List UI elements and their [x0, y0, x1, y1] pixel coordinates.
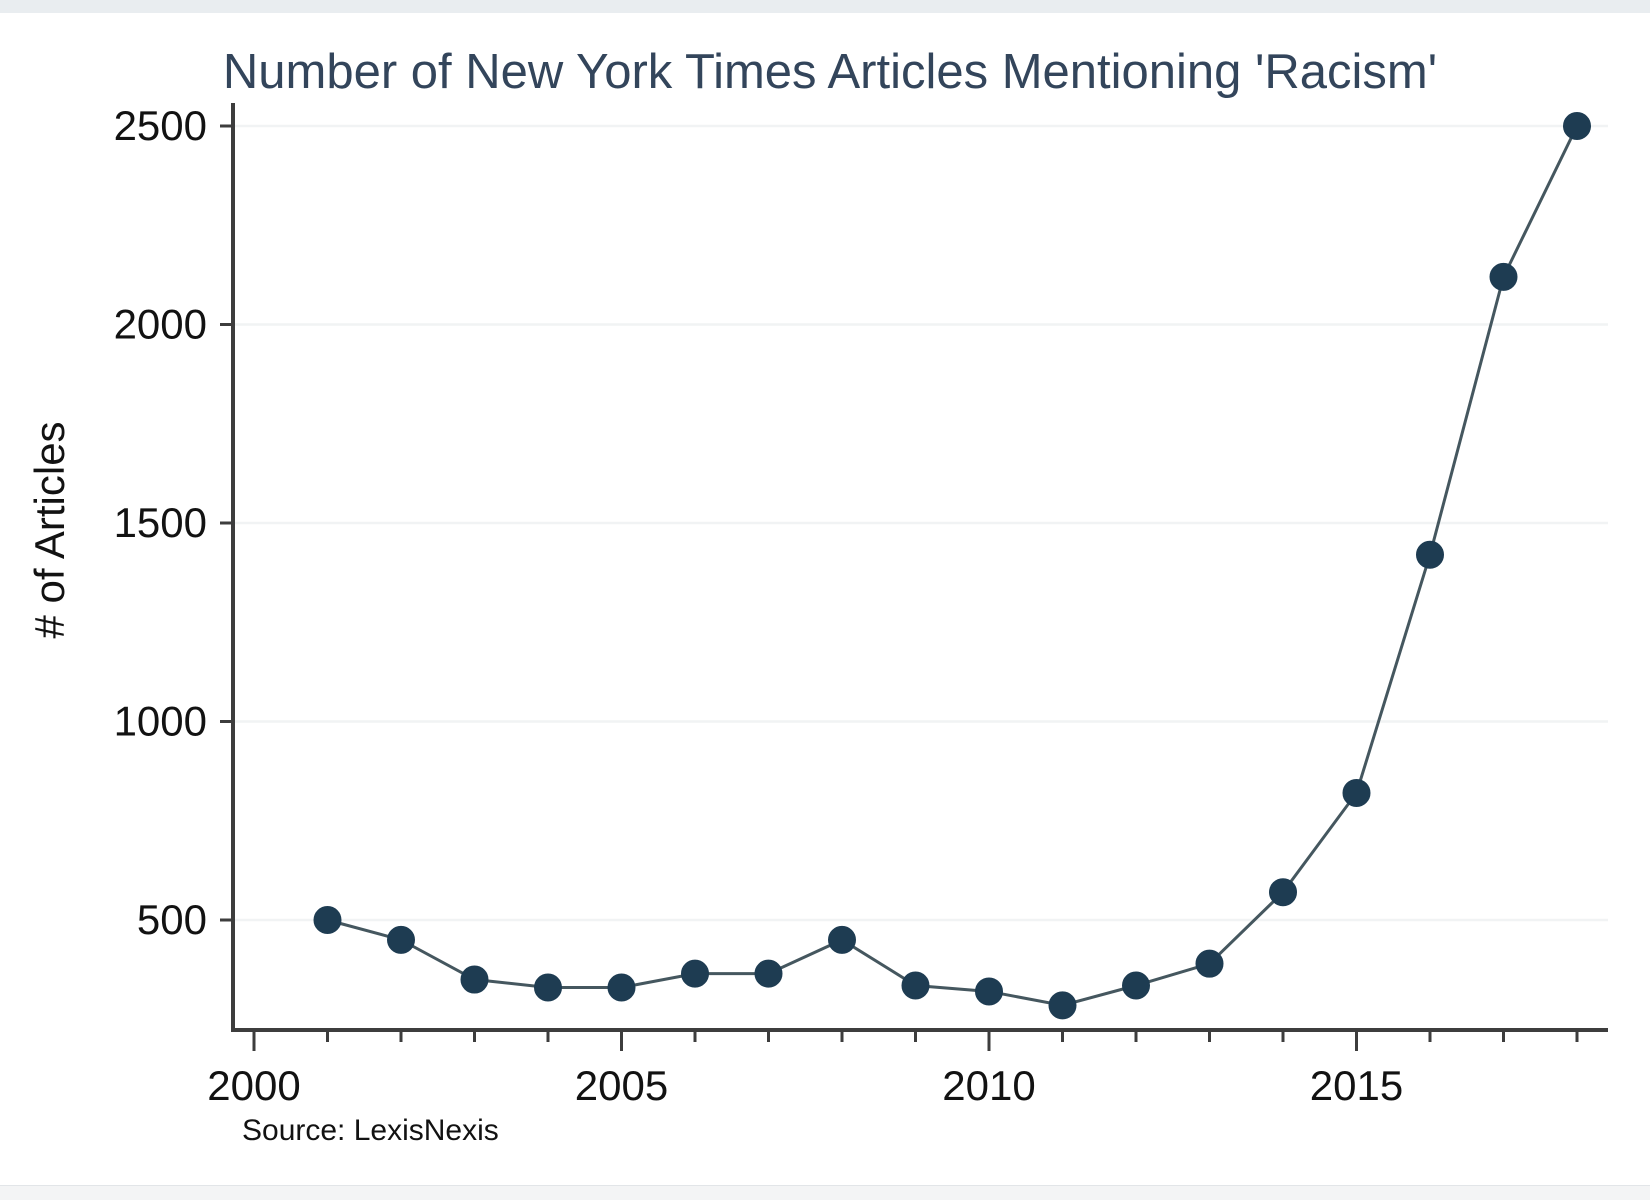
window-bottom-strip [0, 1185, 1650, 1200]
data-point-marker [681, 959, 709, 988]
y-axis-label: # of Articles [26, 421, 73, 638]
y-tick-label: 1000 [114, 698, 207, 745]
data-point-marker [534, 973, 562, 1002]
y-tick-label: 500 [137, 896, 207, 943]
y-tick-label: 2000 [114, 301, 207, 348]
axis-tick-labels: 500 1000 1500 2000 2500 2000 2005 2010 2015 [114, 102, 1404, 1109]
axis-ticks [220, 124, 1579, 1051]
x-tick-label: 2015 [1310, 1062, 1403, 1109]
data-point-marker [828, 925, 856, 954]
data-point-marker [1342, 778, 1371, 807]
window-top-strip [0, 0, 1650, 13]
y-tick-label: 1500 [114, 499, 207, 546]
data-point-marker [313, 906, 342, 934]
data-point-marker [1489, 262, 1518, 291]
data-point-marker [387, 925, 415, 954]
y-tick-label: 2500 [114, 102, 207, 149]
data-point-marker [1122, 971, 1150, 1000]
data-series [313, 112, 1591, 1020]
gridlines [233, 124, 1608, 922]
data-point-marker [607, 973, 636, 1002]
chart-title: Number of New York Times Articles Mentio… [223, 45, 1437, 99]
axes [231, 103, 1608, 1032]
data-point-marker [1563, 112, 1591, 140]
data-point-marker [1269, 878, 1297, 907]
data-point-marker [975, 977, 1003, 1006]
data-point-marker [1195, 949, 1224, 978]
source-note: Source: LexisNexis [242, 1114, 499, 1147]
data-point-marker [460, 965, 489, 994]
data-point-marker [754, 959, 783, 988]
data-point-marker [1048, 991, 1077, 1020]
x-tick-label: 2000 [207, 1062, 300, 1109]
data-point-marker [1416, 540, 1444, 569]
x-tick-label: 2005 [575, 1062, 668, 1109]
data-point-marker [901, 971, 930, 1000]
series-line [327, 125, 1579, 1007]
x-tick-label: 2010 [942, 1062, 1035, 1109]
